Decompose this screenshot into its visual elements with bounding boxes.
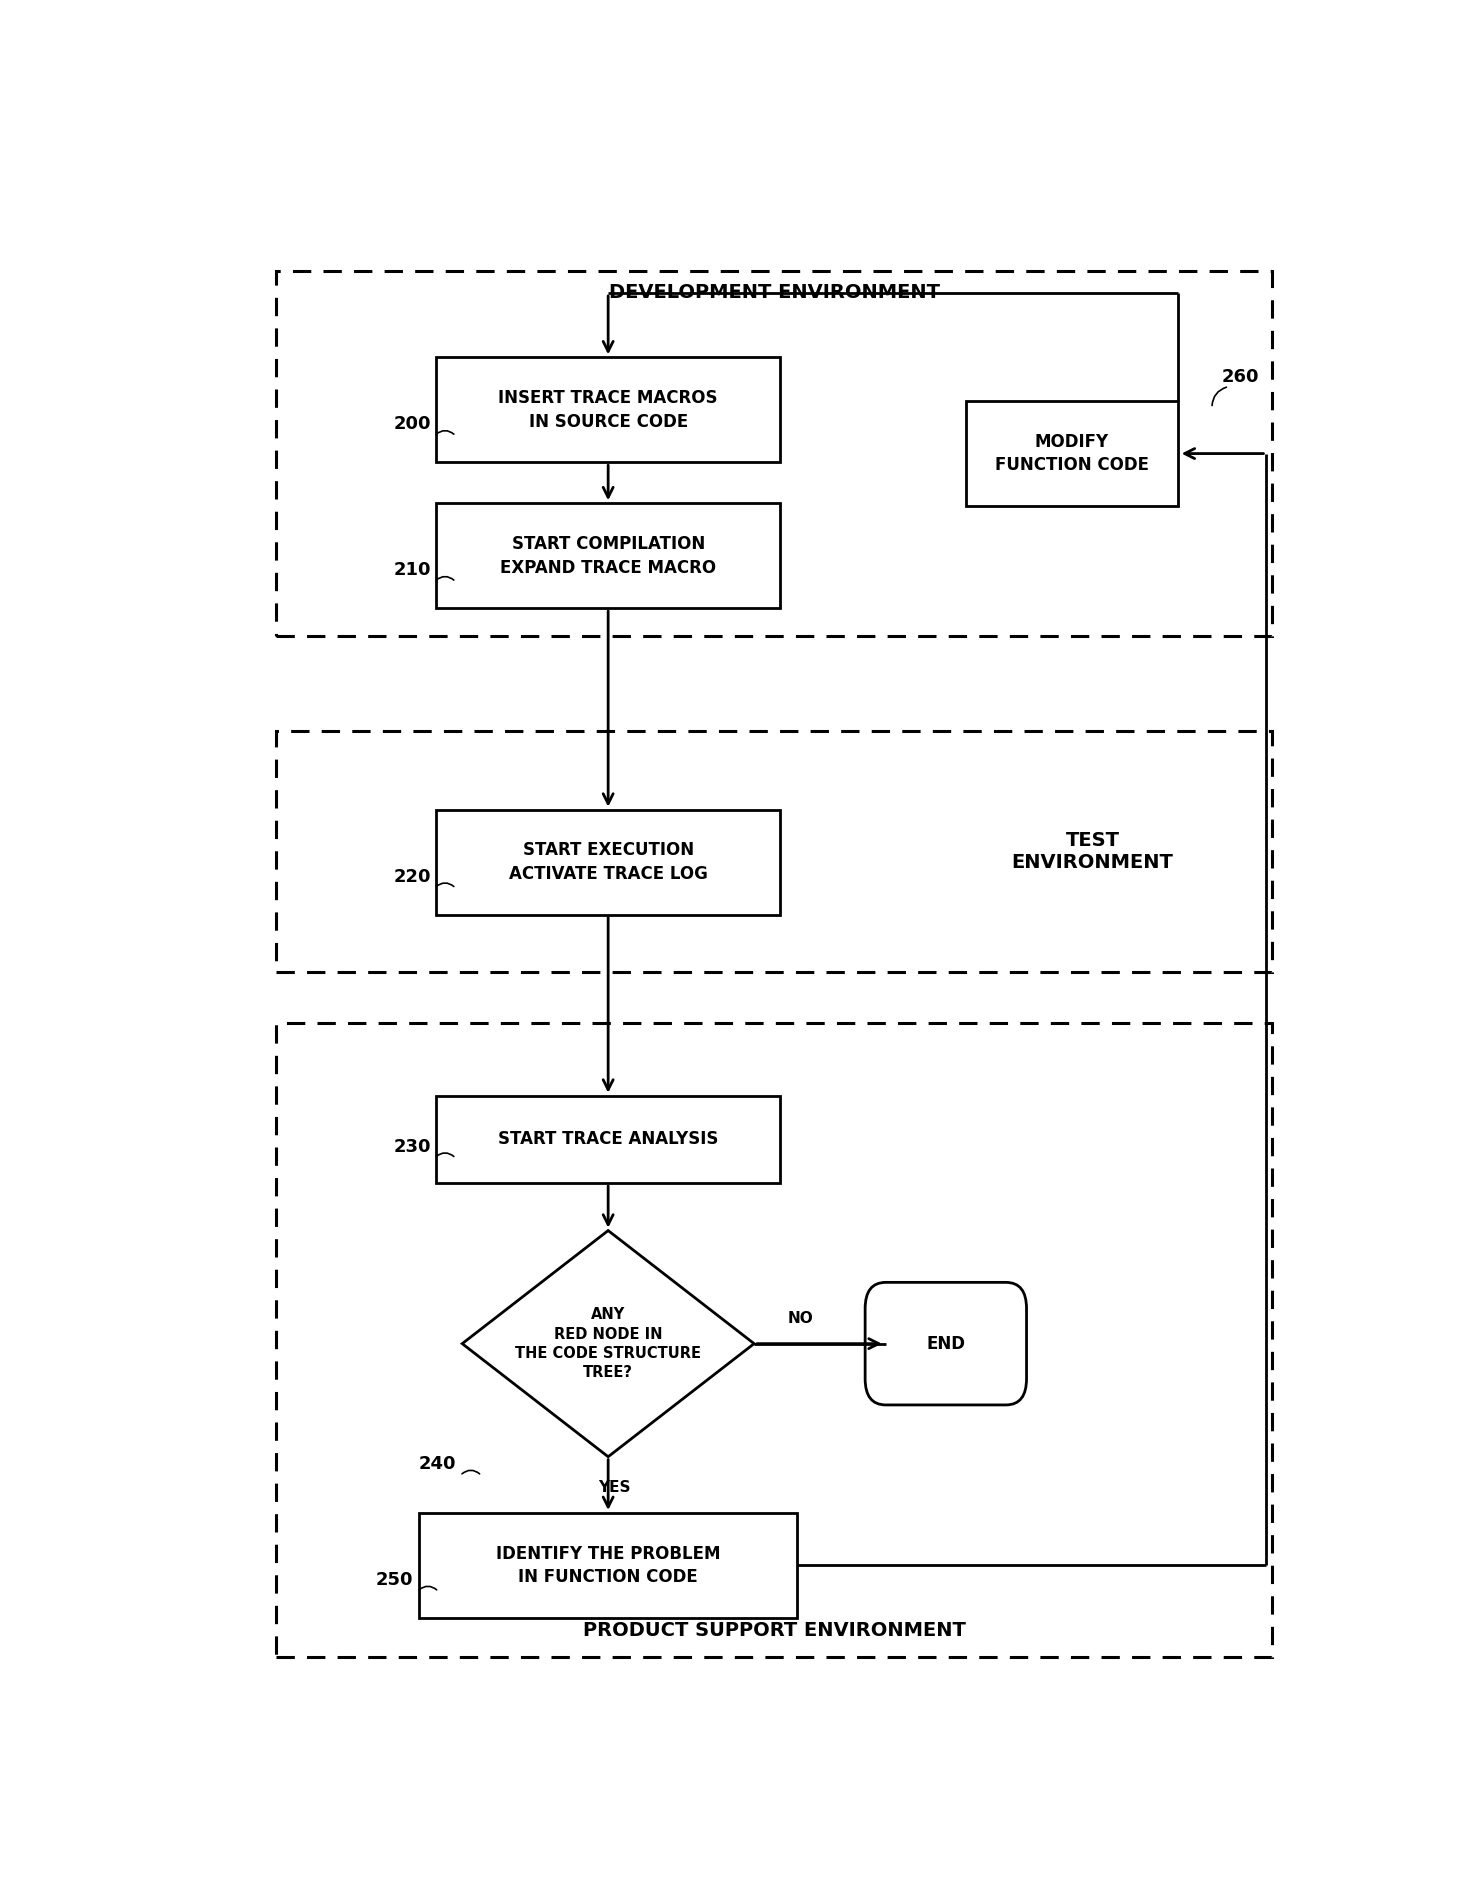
Bar: [276, 731, 1272, 972]
Text: NO: NO: [787, 1311, 812, 1326]
Text: MODIFY
FUNCTION CODE: MODIFY FUNCTION CODE: [994, 432, 1149, 474]
Text: START EXECUTION
ACTIVATE TRACE LOG: START EXECUTION ACTIVATE TRACE LOG: [508, 841, 707, 883]
Bar: [276, 271, 1272, 637]
Text: 210: 210: [393, 561, 431, 580]
Text: END: END: [926, 1334, 966, 1353]
Bar: [276, 1023, 1272, 1658]
Text: 200: 200: [393, 415, 431, 434]
Text: IDENTIFY THE PROBLEM
IN FUNCTION CODE: IDENTIFY THE PROBLEM IN FUNCTION CODE: [496, 1544, 721, 1586]
Bar: [437, 504, 780, 608]
FancyBboxPatch shape: [866, 1283, 1027, 1404]
Bar: [419, 1512, 798, 1618]
Text: INSERT TRACE MACROS
IN SOURCE CODE: INSERT TRACE MACROS IN SOURCE CODE: [498, 388, 718, 430]
Text: TEST
ENVIRONMENT: TEST ENVIRONMENT: [1012, 830, 1173, 872]
Text: 220: 220: [393, 868, 431, 885]
Text: YES: YES: [598, 1480, 631, 1495]
Bar: [437, 1095, 780, 1182]
Text: 260: 260: [1221, 368, 1260, 387]
Bar: [437, 809, 780, 915]
Text: 240: 240: [419, 1455, 456, 1472]
Text: DEVELOPMENT ENVIRONMENT: DEVELOPMENT ENVIRONMENT: [609, 282, 939, 301]
Polygon shape: [462, 1230, 755, 1457]
Bar: [966, 402, 1177, 506]
Text: ANY
RED NODE IN
THE CODE STRUCTURE
TREE?: ANY RED NODE IN THE CODE STRUCTURE TREE?: [515, 1308, 702, 1380]
Text: 250: 250: [377, 1571, 414, 1590]
Text: 230: 230: [393, 1137, 431, 1156]
Text: START COMPILATION
EXPAND TRACE MACRO: START COMPILATION EXPAND TRACE MACRO: [501, 534, 716, 576]
Bar: [437, 358, 780, 462]
Text: PRODUCT SUPPORT ENVIRONMENT: PRODUCT SUPPORT ENVIRONMENT: [583, 1620, 966, 1639]
Text: START TRACE ANALYSIS: START TRACE ANALYSIS: [498, 1131, 718, 1148]
